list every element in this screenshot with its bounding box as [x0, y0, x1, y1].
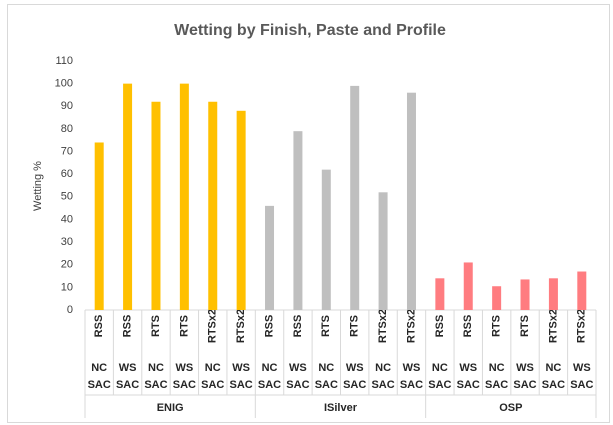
paste-label: WS — [232, 362, 250, 374]
paste-label: SAC — [400, 379, 423, 391]
profile-label: RTS — [349, 315, 361, 337]
y-tick-label: 0 — [67, 304, 73, 316]
bar — [378, 192, 388, 310]
paste-label: WS — [516, 362, 534, 374]
paste-label: SAC — [116, 379, 139, 391]
bar — [236, 110, 246, 310]
paste-label: SAC — [513, 379, 536, 391]
paste-label: WS — [403, 362, 421, 374]
paste-label: SAC — [428, 379, 451, 391]
bar — [548, 278, 558, 310]
paste-label: SAC — [485, 379, 508, 391]
paste-label: NC — [489, 362, 505, 374]
y-tick-label: 40 — [61, 213, 73, 225]
profile-label: RTSx2 — [377, 309, 389, 343]
y-tick-label: 80 — [61, 123, 73, 135]
bar — [463, 262, 473, 310]
paste-label: NC — [205, 362, 221, 374]
profile-label: RSS — [462, 315, 474, 338]
paste-label: WS — [573, 362, 591, 374]
paste-label: NC — [432, 362, 448, 374]
bar — [492, 286, 502, 310]
profile-label: RSS — [292, 315, 304, 338]
profile-label: RTSx2 — [576, 309, 588, 343]
bar — [179, 83, 189, 311]
profile-label: RTSx2 — [235, 309, 247, 343]
bar — [520, 279, 530, 310]
y-tick-label: 90 — [61, 100, 73, 112]
paste-label: SAC — [570, 379, 593, 391]
paste-label: SAC — [258, 379, 281, 391]
paste-label: SAC — [286, 379, 309, 391]
y-tick-label: 10 — [61, 281, 73, 293]
paste-label: SAC — [230, 379, 253, 391]
profile-label: RSS — [93, 315, 105, 338]
bar — [406, 92, 416, 310]
profile-label: RTS — [150, 315, 162, 337]
paste-label: SAC — [371, 379, 394, 391]
paste-label: SAC — [457, 379, 480, 391]
bar — [151, 101, 161, 310]
paste-label: WS — [289, 362, 307, 374]
group-label: OSP — [499, 402, 522, 414]
profile-label: RTS — [491, 315, 503, 337]
paste-label: SAC — [88, 379, 111, 391]
paste-label: WS — [346, 362, 364, 374]
paste-label: SAC — [343, 379, 366, 391]
y-tick-label: 50 — [61, 191, 73, 203]
paste-label: WS — [459, 362, 477, 374]
bar — [350, 85, 360, 311]
profile-label: RTS — [178, 315, 190, 337]
paste-label: WS — [175, 362, 193, 374]
paste-label: NC — [545, 362, 561, 374]
profile-label: RTS — [519, 315, 531, 337]
profile-label: RTS — [320, 315, 332, 337]
group-label: ISilver — [324, 402, 358, 414]
paste-label: SAC — [173, 379, 196, 391]
chart-frame — [7, 4, 610, 423]
chart-title: Wetting by Finish, Paste and Profile — [174, 22, 446, 39]
y-tick-label: 100 — [55, 78, 73, 90]
y-tick-label: 60 — [61, 168, 73, 180]
y-tick-label: 110 — [55, 55, 73, 67]
profile-label: RTSx2 — [207, 309, 219, 343]
bar — [208, 101, 218, 310]
group-label: ENIG — [157, 402, 184, 414]
paste-label: NC — [375, 362, 391, 374]
paste-label: NC — [148, 362, 164, 374]
y-axis-label: Wetting % — [32, 161, 44, 211]
profile-label: RSS — [121, 315, 133, 338]
paste-label: SAC — [542, 379, 565, 391]
profile-label: RSS — [263, 315, 275, 338]
bar — [321, 169, 331, 310]
bar — [577, 271, 587, 310]
paste-label: WS — [119, 362, 137, 374]
paste-label: NC — [262, 362, 278, 374]
paste-label: SAC — [144, 379, 167, 391]
y-tick-label: 70 — [61, 145, 73, 157]
paste-label: SAC — [201, 379, 224, 391]
bar — [435, 278, 445, 310]
bar — [94, 142, 104, 310]
profile-label: RTSx2 — [405, 309, 417, 343]
profile-label: RTSx2 — [547, 309, 559, 343]
paste-label: NC — [318, 362, 334, 374]
y-tick-label: 20 — [61, 259, 73, 271]
paste-label: NC — [91, 362, 107, 374]
bar — [265, 205, 275, 310]
bar — [123, 83, 133, 311]
profile-label: RSS — [434, 315, 446, 338]
paste-label: SAC — [315, 379, 338, 391]
y-tick-label: 30 — [61, 236, 73, 248]
bar — [293, 131, 303, 310]
